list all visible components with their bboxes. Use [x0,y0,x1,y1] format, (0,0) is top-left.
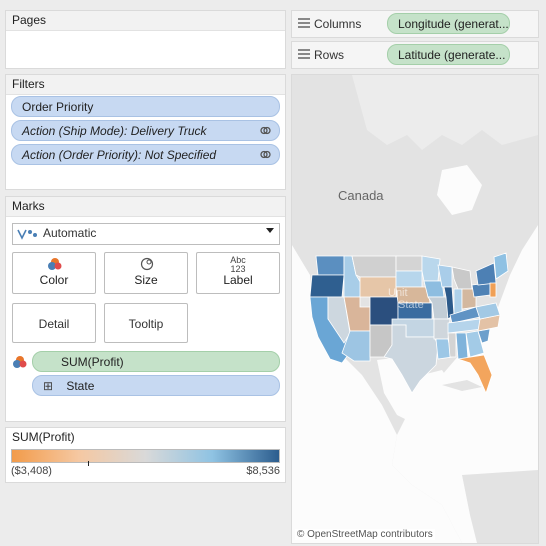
mark-type-label: Automatic [43,226,97,240]
hudson-bay [437,165,482,215]
state-shape-mn[interactable] [421,255,441,282]
longitude-pill[interactable]: Longitude (generat... [387,13,510,34]
filter-label: Action (Order Priority): Not Specified [22,148,217,162]
legend-gradient-bar [11,449,280,463]
filter-pill-action-ship-mode[interactable]: Action (Ship Mode): Delivery Truck [11,120,280,141]
marks-panel[interactable]: Marks Automatic Color Size Abc 123 Label… [5,196,286,422]
color-encoding-icon [13,356,27,368]
state-shape-ne-states[interactable] [493,252,509,280]
expand-icon[interactable]: ⊞ [43,379,54,393]
columns-shelf[interactable]: Columns Longitude (generat... [291,10,539,38]
filter-pill-order-priority[interactable]: Order Priority [11,96,280,117]
map-view[interactable]: Canada Unit State © OpenStreetMap contri… [291,74,539,544]
cuba [442,380,482,391]
color-card-label: Color [39,273,69,287]
pages-panel[interactable]: Pages [5,10,286,69]
detail-field-pill[interactable]: ⊞ State [32,375,280,396]
legend-max-label: $8,536 [246,465,280,477]
legend-zero-tick [87,461,89,466]
state-shape-pa[interactable] [471,282,491,298]
latitude-pill-label: Latitude (generate... [398,48,506,62]
ghost-label-state: State [398,299,424,311]
latitude-pill[interactable]: Latitude (generate... [387,44,510,65]
state-shape-mt[interactable] [351,255,397,278]
detail-card[interactable]: Detail [12,303,96,343]
automatic-mark-icon [17,229,37,240]
state-shape-wa[interactable] [315,255,345,276]
color-field-label: SUM(Profit) [61,355,124,369]
state-shape-nj[interactable] [489,282,497,298]
pages-title: Pages [6,11,285,31]
filter-pill-action-order-priority[interactable]: Action (Order Priority): Not Specified [11,144,280,165]
rows-icon [298,49,310,59]
mark-type-dropdown[interactable]: Automatic [12,223,280,245]
state-shape-sd[interactable] [395,270,423,288]
longitude-pill-label: Longitude (generat... [398,17,509,31]
label-icon: Abc 123 [197,256,279,274]
state-shape-ga[interactable] [465,330,485,358]
size-card-label: Size [134,273,158,287]
state-shape-in[interactable] [453,288,463,316]
tooltip-card[interactable]: Tooltip [104,303,188,343]
country-label-canada: Canada [338,188,384,203]
legend-min-label: ($3,408) [11,465,52,477]
caribbean-sea [442,405,538,475]
label-card-label: Label [223,273,253,287]
detail-field-label: State [66,379,95,393]
rows-shelf[interactable]: Rows Latitude (generate... [291,41,539,69]
size-card[interactable]: Size [104,252,188,294]
state-shape-va[interactable] [475,302,501,320]
map-attribution[interactable]: © OpenStreetMap contributors [295,529,435,540]
us-states-layer [309,252,509,395]
state-shape-tx[interactable] [383,324,439,394]
state-shape-nd[interactable] [395,255,423,272]
label-icon-top: Abc [230,255,246,265]
pacific-ocean [292,245,462,543]
detail-card-label: Detail [38,317,70,331]
state-shape-al[interactable] [455,332,469,360]
link-icon [260,126,271,135]
arctic-islands [352,75,538,150]
label-card[interactable]: Abc 123 Label [196,252,280,294]
state-shape-or[interactable] [309,274,345,298]
tooltip-card-label: Tooltip [128,317,164,331]
color-icon [48,258,62,270]
state-shape-nv[interactable] [327,296,351,344]
filters-panel[interactable]: Filters Order Priority Action (Ship Mode… [5,74,286,190]
label-icon-bottom: 123 [230,264,246,274]
gulf-of-mexico [377,357,452,425]
legend-title: SUM(Profit) [6,428,285,447]
marks-title: Marks [6,197,285,217]
map-canvas [292,75,538,543]
filter-label: Order Priority [22,100,94,114]
state-shape-fl[interactable] [457,354,493,395]
state-shape-ms[interactable] [447,332,457,358]
legend-panel[interactable]: SUM(Profit) ($3,408) $8,536 [5,427,286,483]
south-america-land [462,470,538,543]
size-icon [140,257,154,271]
columns-label: Columns [314,17,362,31]
ghost-label-unit: Unit [388,287,408,299]
link-icon [260,150,271,159]
rows-label: Rows [314,48,345,62]
filter-label: Action (Ship Mode): Delivery Truck [22,124,207,138]
filters-title: Filters [6,75,285,95]
state-shape-az[interactable] [341,330,371,362]
columns-icon [298,18,310,28]
chevron-down-icon [266,228,274,233]
color-card[interactable]: Color [12,252,96,294]
color-field-pill[interactable]: SUM(Profit) [32,351,280,372]
